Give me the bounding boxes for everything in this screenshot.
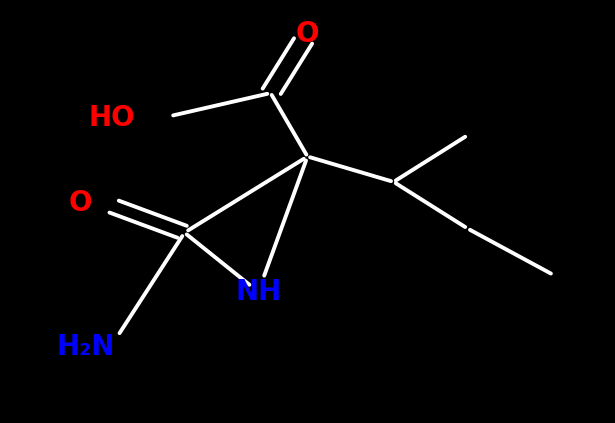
- Text: H₂N: H₂N: [57, 333, 115, 361]
- Text: HO: HO: [89, 104, 135, 132]
- Text: O: O: [296, 20, 319, 48]
- Text: NH: NH: [235, 278, 282, 306]
- Text: O: O: [68, 189, 92, 217]
